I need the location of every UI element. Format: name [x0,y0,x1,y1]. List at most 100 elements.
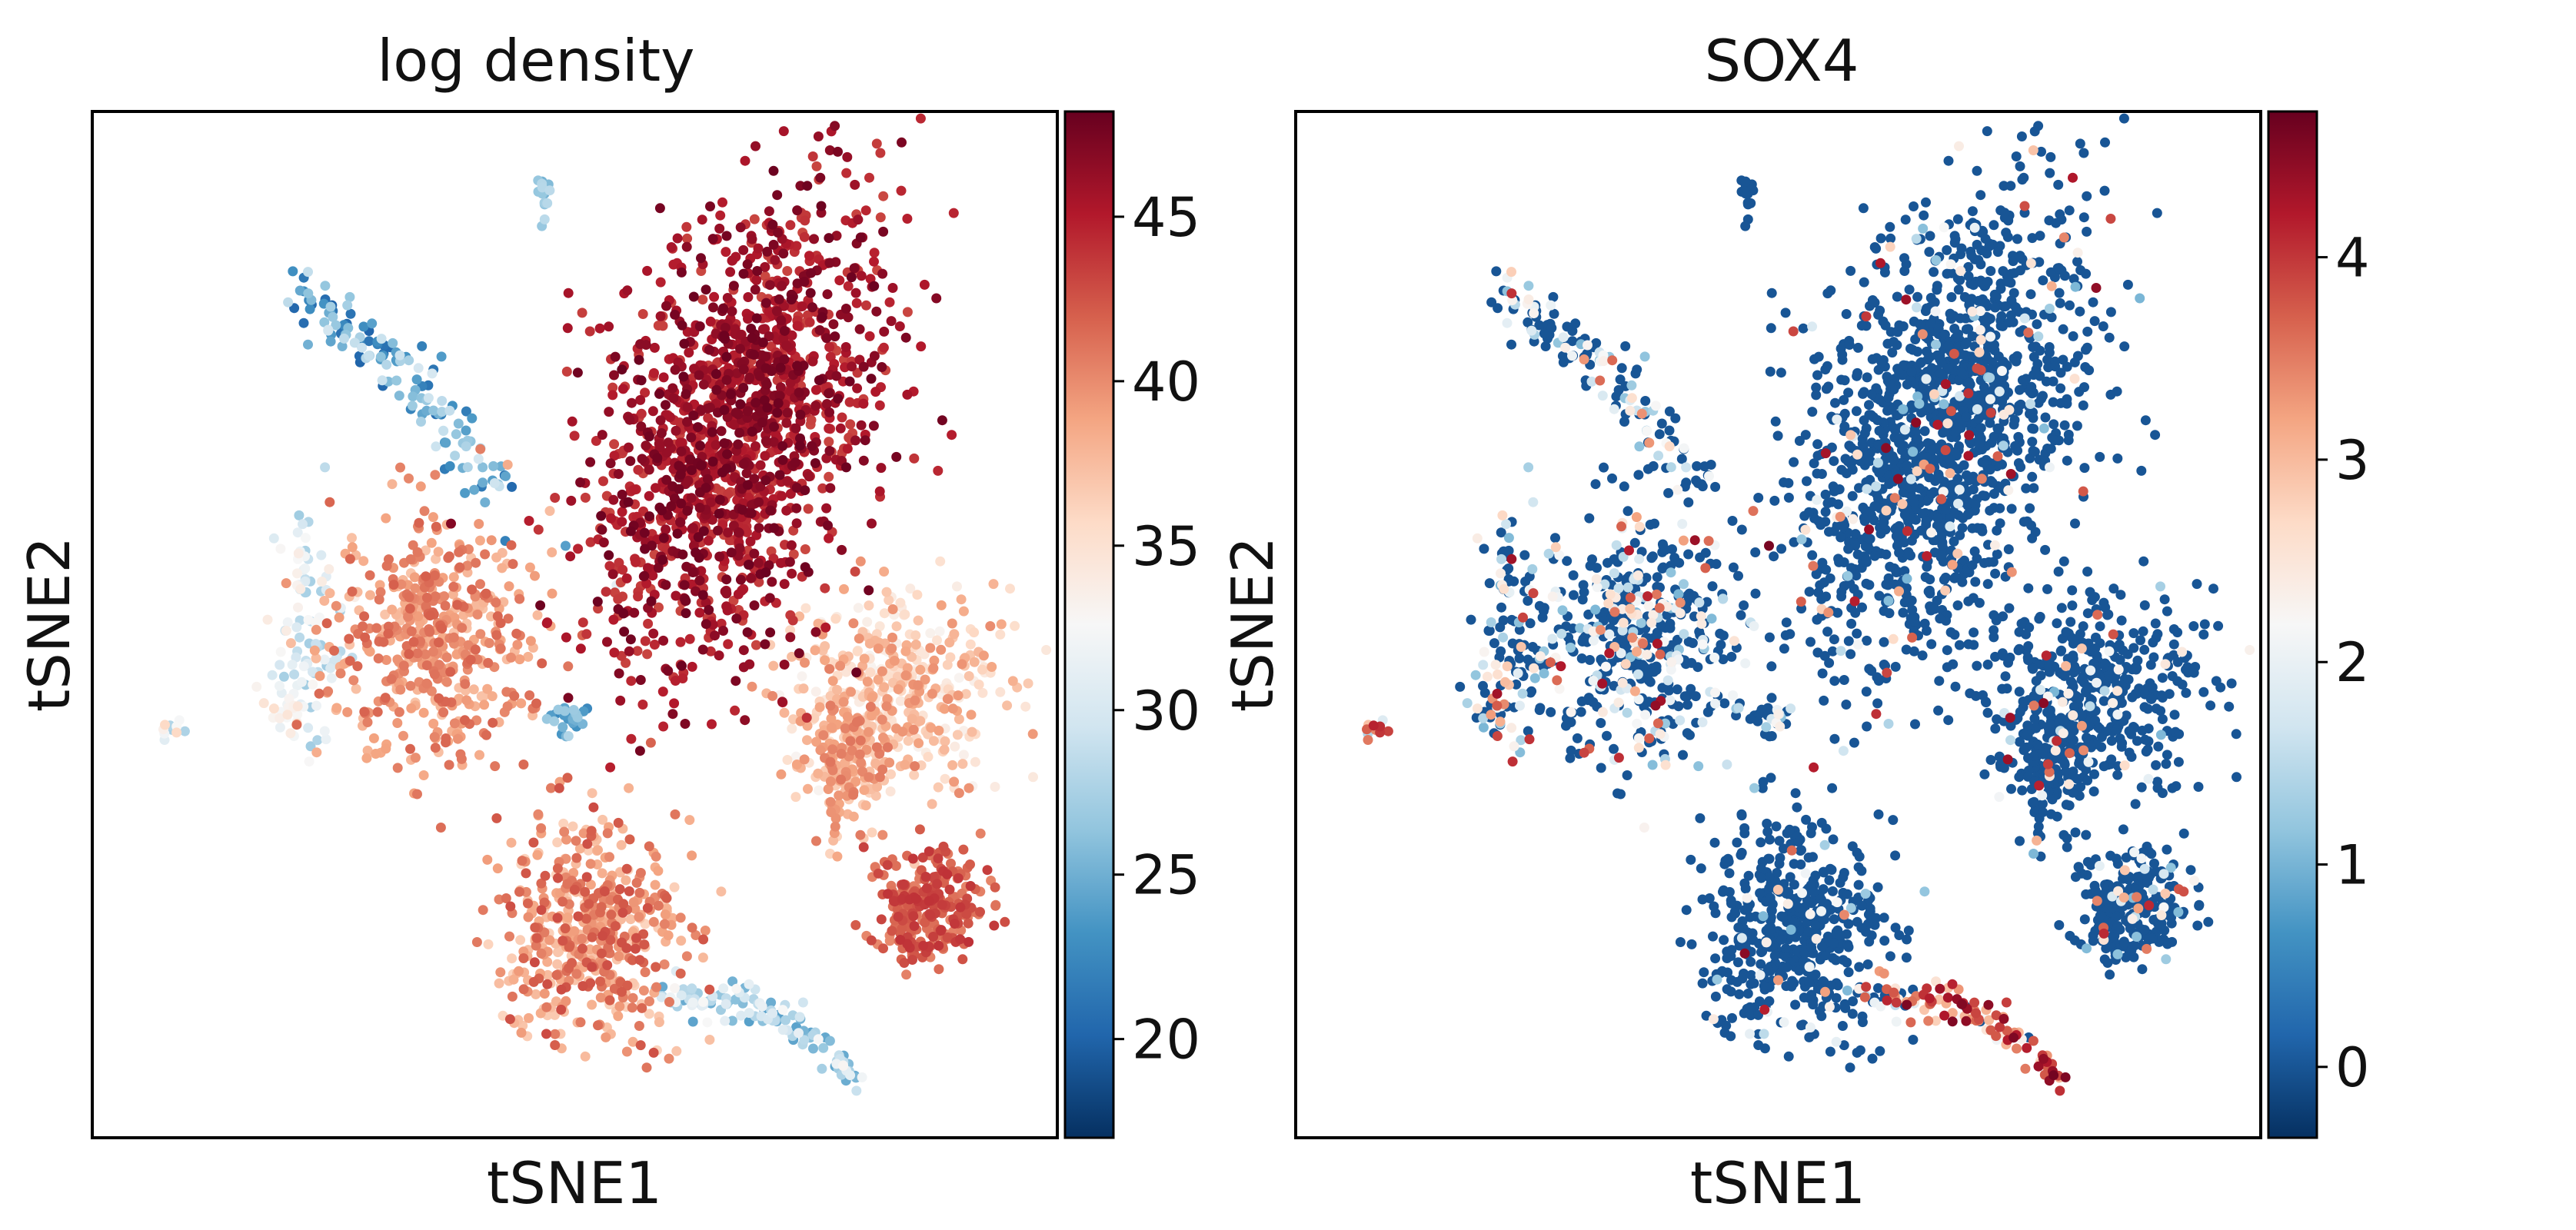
scatter-point [824,342,835,352]
scatter-point [325,336,336,347]
scatter-point [742,480,753,490]
scatter-point [410,583,421,593]
scatter-point [1020,701,1031,712]
scatter-point [429,570,440,580]
scatter-point [2098,321,2108,331]
scatter-point [507,953,518,964]
scatter-point [824,423,834,434]
scatter-point [806,414,817,425]
scatter-point [1567,336,1578,347]
scatter-point [931,293,942,304]
scatter-point [471,557,481,568]
scatter-point [799,1035,810,1046]
scatter-point [626,733,637,744]
scatter-point [652,453,663,464]
scatter-point [773,398,784,408]
scatter-point [910,695,920,706]
scatter-point [717,197,727,208]
scatter-point [398,730,408,741]
scatter-point [830,821,840,832]
scatter-point [404,473,414,484]
scatter-point [1957,577,1968,587]
scatter-point [1800,430,1811,440]
scatter-point [824,446,835,456]
scatter-point [1875,233,1886,244]
scatter-point [848,618,859,629]
scatter-point [617,564,628,575]
scatter-point [2003,544,2014,554]
scatter-point [539,214,550,224]
scatter-point [694,321,705,331]
scatter-point [822,289,833,300]
scatter-point [275,713,285,723]
scatter-point [760,436,771,447]
scatter-point [621,875,631,886]
scatter-point [431,441,441,452]
scatter-point [934,940,944,951]
scatter-point [990,882,1000,893]
scatter-point [478,905,488,916]
scatter-point [1872,698,1883,709]
scatter-point [681,951,692,962]
scatter-point [733,439,744,450]
scatter-point [587,999,597,1010]
scatter-point [936,644,947,655]
scatter-point [671,425,681,436]
scatter-point [1968,280,1979,291]
scatter-point [480,497,491,507]
scatter-point [550,1029,561,1039]
scatter-point [339,333,349,344]
scatter-point [625,634,636,645]
scatter-point [1769,551,1779,562]
scatter-point [364,646,374,657]
scatter-point [1010,620,1020,631]
scatter-point [621,573,632,583]
scatter-point [704,984,715,995]
scatter-point [295,285,305,296]
scatter-point [1640,396,1651,406]
scatter-point [418,770,429,780]
scatter-point [882,693,893,704]
scatter-point [722,293,733,303]
scatter-point [504,581,514,592]
scatter-point [965,859,975,869]
scatter-point [864,600,874,611]
scatter-point [864,172,874,183]
scatter-point [467,413,478,424]
scatter-point [842,151,853,162]
scatter-point [928,663,939,673]
scatter-point [323,686,334,696]
scatter-point [571,969,582,979]
scatter-point [1765,366,1776,377]
scatter-point [753,243,764,254]
scatter-point [781,505,792,516]
scatter-point [1943,155,1954,166]
scatter-point [421,678,432,689]
scatter-point [2055,383,2066,394]
scatter-point [860,435,870,446]
scatter-point [702,1017,713,1028]
scatter-point [945,652,956,663]
scatter-point [381,359,392,370]
scatter-point [627,1002,637,1013]
scatter-point [794,387,804,398]
scatter-point [641,440,651,451]
scatter-point [676,498,687,509]
scatter-point [394,350,405,361]
scatter-point [514,886,524,897]
scatter-point [1967,206,1978,217]
scatter-point [495,643,506,654]
scatter-point [852,646,863,657]
scatter-point [509,690,520,701]
scatter-point [636,375,647,386]
scatter-point [676,267,687,278]
scatter-point [669,882,680,893]
scatter-point [655,277,666,288]
scatter-point [1852,628,1862,639]
scatter-point [536,878,547,889]
scatter-point [288,266,298,277]
scatter-point [1883,392,1894,403]
scatter-point [1992,525,2002,536]
scatter-point [629,484,640,495]
